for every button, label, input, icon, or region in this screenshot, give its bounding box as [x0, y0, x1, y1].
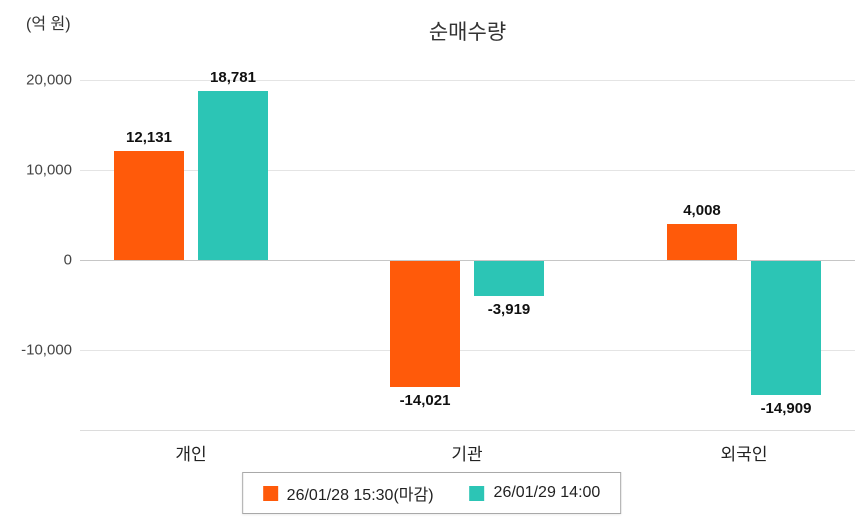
gridline	[80, 350, 855, 351]
y-tick-label: 10,000	[26, 161, 72, 179]
legend-item-series-1: 26/01/28 15:30(마감)	[262, 481, 434, 505]
bar-개인-series-2	[198, 90, 268, 260]
legend-item-series-2: 26/01/29 14:00	[469, 484, 601, 502]
bar-value-label: -3,919	[487, 301, 531, 319]
category-label-개인: 개인	[175, 445, 207, 464]
category-label-외국인: 외국인	[720, 445, 768, 464]
legend-label-series-1: 26/01/28 15:30(마감)	[286, 487, 434, 504]
bar-value-label: 4,008	[683, 201, 721, 219]
bar-value-label: 12,131	[126, 128, 172, 146]
series-2-swatch-icon	[469, 485, 485, 501]
x-axis-line	[80, 430, 855, 431]
y-tick-label: 20,000	[26, 71, 72, 89]
bar-외국인-series-2	[751, 261, 821, 396]
bar-개인-series-1	[114, 150, 184, 260]
category-label-기관: 기관	[451, 445, 483, 464]
y-tick-label: 0	[63, 251, 72, 269]
bar-외국인-series-1	[667, 223, 737, 260]
zero-gridline	[80, 260, 855, 261]
bar-value-label: -14,021	[399, 392, 451, 410]
chart-title: 순매수량	[428, 21, 507, 44]
gridline	[80, 80, 855, 81]
bar-value-label: -14,909	[760, 400, 812, 418]
y-axis-unit-label: (억 원)	[26, 16, 71, 33]
bar-value-label: 18,781	[210, 68, 256, 86]
chart-legend: 26/01/28 15:30(마감) 26/01/29 14:00	[241, 472, 622, 514]
series-1-swatch-icon	[262, 485, 278, 501]
gridline	[80, 170, 855, 171]
y-tick-label: -10,000	[21, 341, 72, 359]
bar-기관-series-1	[390, 261, 460, 388]
bar-기관-series-2	[474, 261, 544, 297]
legend-label-series-2: 26/01/29 14:00	[493, 484, 601, 501]
